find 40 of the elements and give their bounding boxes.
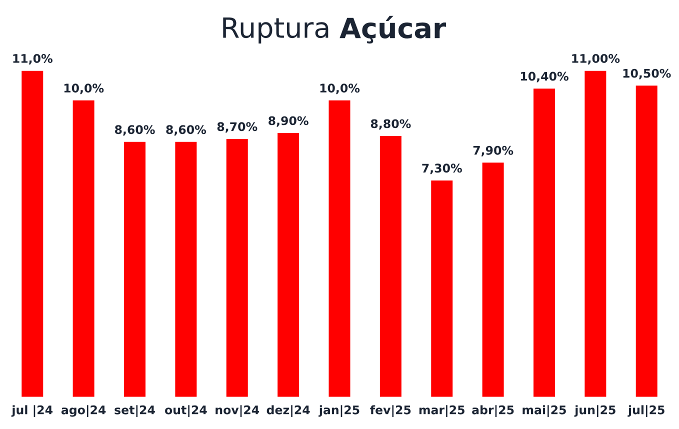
chart-title: Ruptura Açúcar [223, 16, 446, 44]
bar [226, 138, 248, 397]
bar [278, 133, 300, 397]
data-label: 8,80% [370, 119, 411, 130]
x-tick-label: out|24 [165, 405, 207, 417]
data-label: 11,0% [13, 54, 52, 64]
bar [636, 86, 658, 397]
data-label: 8,70% [217, 122, 258, 133]
data-label: 10,40% [520, 72, 568, 82]
x-tick-label: nov|24 [216, 405, 260, 417]
data-label: 7,90% [473, 146, 514, 156]
bar [22, 70, 44, 397]
bar [584, 70, 606, 397]
bar [175, 142, 197, 397]
data-label: 8,90% [268, 116, 308, 127]
x-tick-label: mar|25 [419, 405, 464, 417]
x-tick-label: jun|25 [574, 405, 616, 417]
x-tick-label: dez|24 [266, 405, 310, 417]
x-tick-label: ago|24 [61, 405, 106, 417]
data-label: 8,60% [115, 125, 155, 136]
data-label: 8,60% [166, 125, 206, 136]
bar [533, 88, 555, 397]
x-tick-label: fev|25 [370, 405, 411, 417]
bar [380, 136, 402, 397]
x-tick-label: jan|25 [318, 405, 360, 417]
data-label: 11,00% [572, 54, 620, 64]
x-tick-label: jul|25 [628, 405, 664, 417]
bar [328, 100, 350, 397]
data-label: 10,0% [320, 84, 360, 94]
bar [431, 180, 453, 397]
bar [124, 142, 146, 397]
x-tick-label: jul |24 [11, 405, 53, 417]
data-label: 7,30% [422, 164, 462, 174]
data-label: 10,50% [623, 68, 671, 80]
data-label: 10,0% [64, 84, 104, 94]
bar [482, 162, 504, 397]
x-tick-label: set|24 [114, 405, 155, 417]
x-tick-label: mai|25 [522, 405, 566, 417]
x-tick-label: abr|25 [472, 405, 514, 417]
bar [72, 100, 94, 397]
